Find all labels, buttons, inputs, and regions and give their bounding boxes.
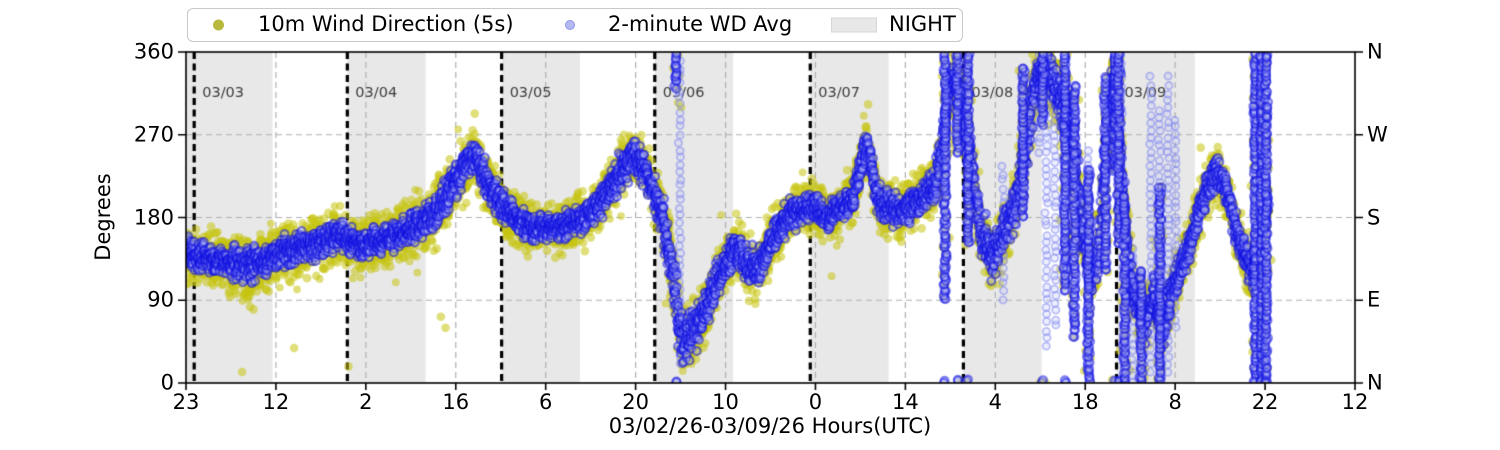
x-tick-label: 2: [359, 390, 373, 414]
y-tick-label: 0: [160, 370, 174, 395]
x-tick-label: 10: [712, 390, 739, 414]
x-tick-label: 4: [988, 390, 1002, 414]
y-tick-label: 270: [133, 122, 174, 147]
night-patch-icon: [831, 17, 877, 33]
y-tick-label: 180: [133, 205, 174, 229]
x-tick-label: 14: [892, 390, 919, 414]
wd-avg-marker-icon: [565, 20, 575, 30]
compass-label: E: [1367, 287, 1381, 312]
y-tick-label: 90: [147, 287, 174, 312]
compass-label: W: [1367, 122, 1388, 147]
legend-label-wd-avg: 2-minute WD Avg: [608, 12, 793, 36]
x-tick-label: 6: [539, 390, 553, 414]
x-tick-label: 12: [262, 390, 290, 414]
x-axis-title: 03/02/26-03/09/26 Hours(UTC): [608, 414, 932, 438]
legend-label-night: NIGHT: [889, 12, 956, 36]
x-tick-label: 23: [172, 390, 200, 414]
x-tick-label: 18: [1071, 390, 1099, 414]
x-tick-label: 16: [442, 390, 470, 414]
x-tick-label: 20: [622, 390, 649, 414]
x-tick-label: 0: [808, 390, 823, 414]
y-axis-title: Degrees: [91, 173, 115, 261]
wind-direction-5s-marker-icon: [213, 19, 224, 31]
x-tick-label: 12: [1341, 390, 1369, 414]
x-tick-label: 8: [1168, 390, 1182, 414]
compass-label: N: [1367, 370, 1383, 395]
legend-label-wind-direction-5s: 10m Wind Direction (5s): [258, 12, 514, 36]
compass-label: N: [1367, 39, 1383, 64]
legend: 10m Wind Direction (5s) 2-minute WD Avg …: [187, 8, 963, 42]
y-tick-label: 360: [133, 39, 174, 64]
x-tick-label: 22: [1251, 390, 1279, 414]
compass-label: S: [1367, 205, 1381, 229]
